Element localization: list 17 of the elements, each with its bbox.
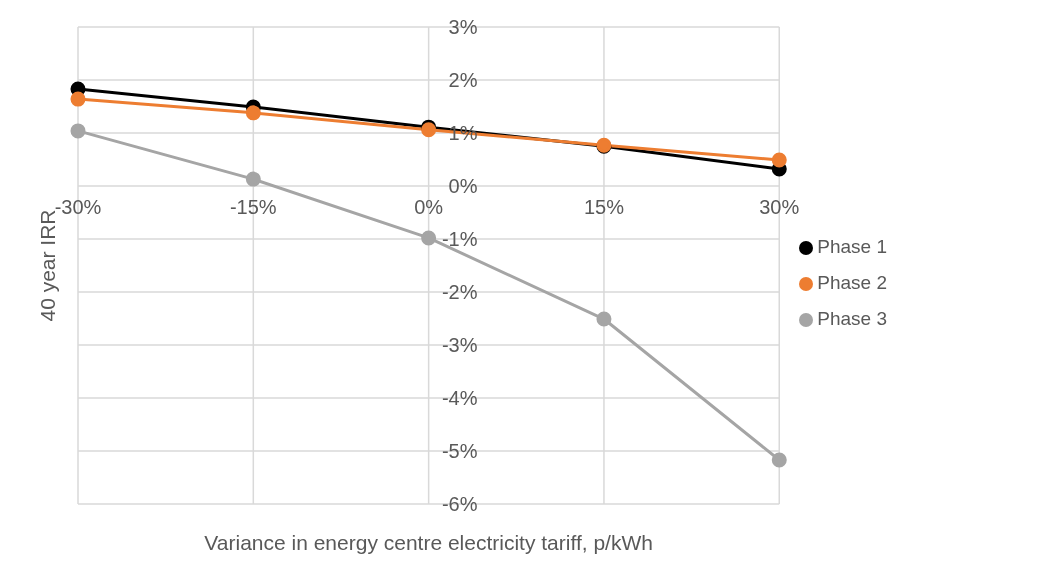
y-tick-label: -5% (441, 440, 478, 462)
x-tick-label: 15% (583, 196, 625, 218)
y-tick-label: -4% (441, 387, 478, 409)
y-tick-label: 0% (448, 175, 478, 197)
y-tick-label: -3% (441, 334, 478, 356)
x-tick-label: 30% (759, 196, 800, 218)
y-tick-label: 2% (448, 69, 478, 91)
legend-label: Phase 1 (817, 236, 887, 257)
y-tick-label: -1% (441, 228, 478, 250)
y-tick-label: -2% (441, 281, 478, 303)
x-axis-title: Variance in energy centre electricity tariff, p/kWh (204, 531, 653, 554)
legend-label: Phase 3 (817, 308, 887, 329)
legend-label: Phase 2 (817, 272, 887, 293)
x-tick-label: -15% (229, 196, 277, 218)
x-tick-label: 0% (414, 196, 444, 218)
y-tick-label: -6% (441, 493, 478, 515)
y-tick-label: 3% (448, 16, 478, 38)
